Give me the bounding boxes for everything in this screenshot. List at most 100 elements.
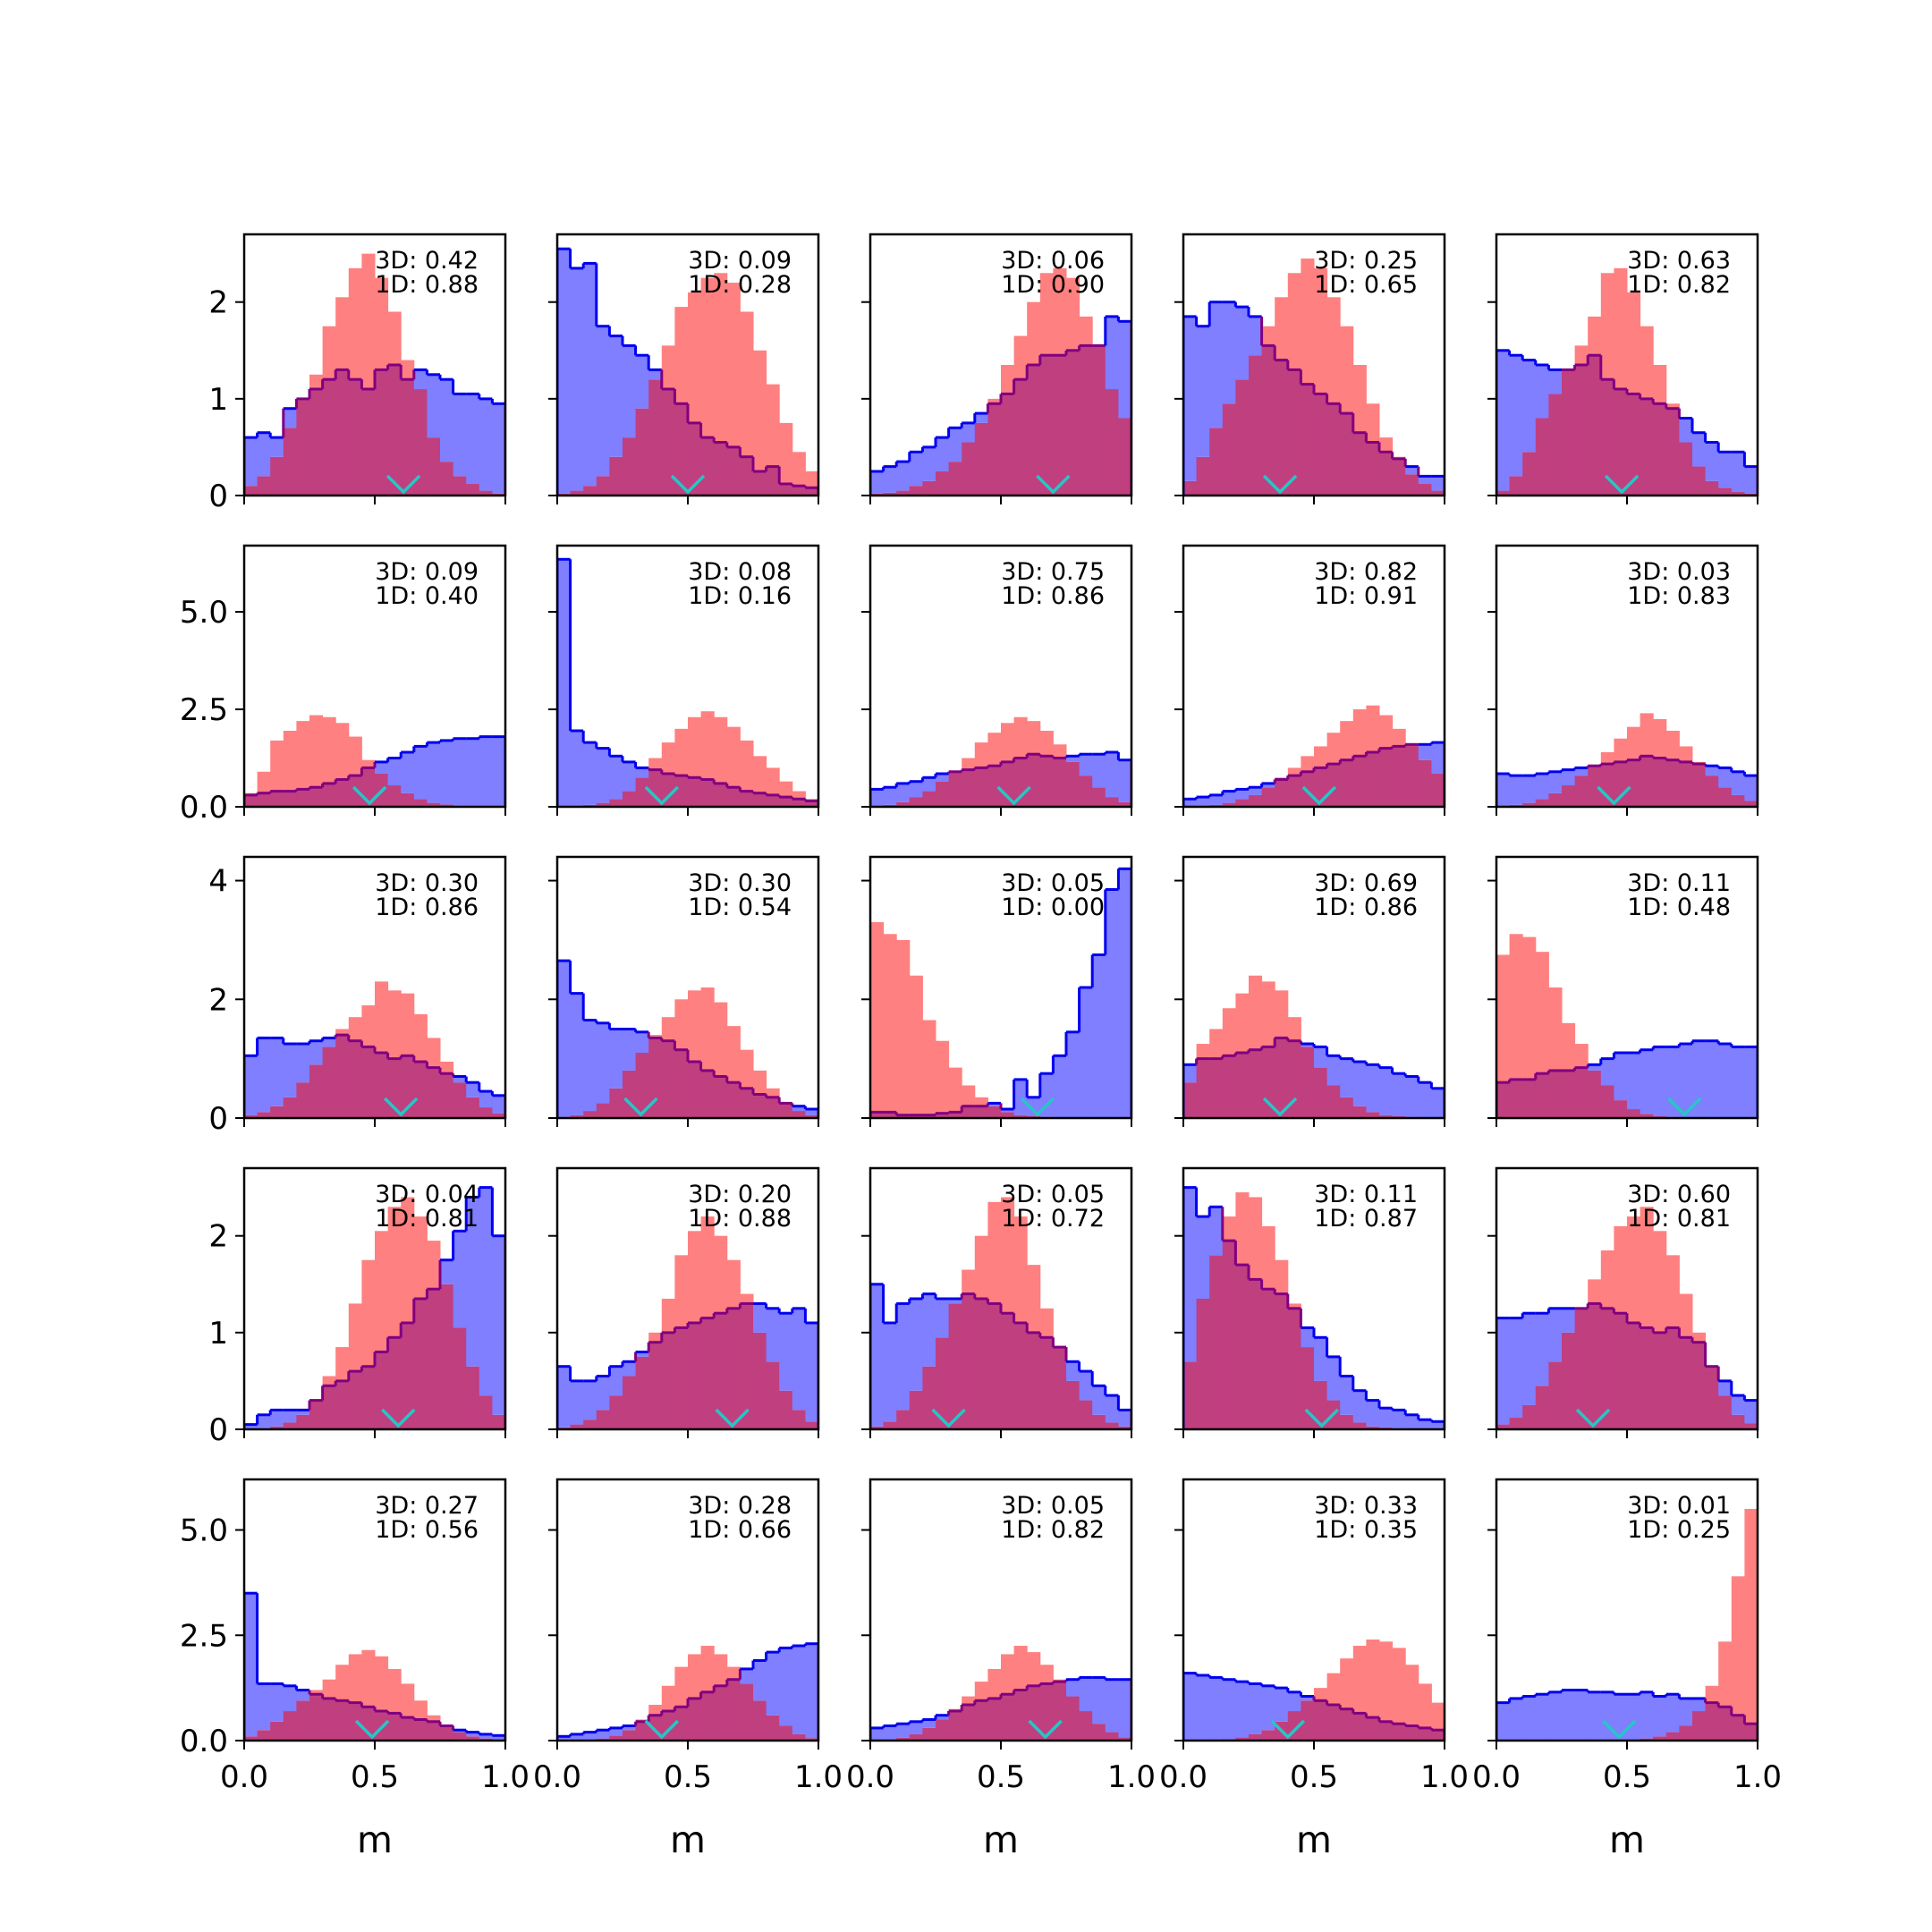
overlap-bar [413,1719,428,1741]
plot-area [870,1197,1131,1429]
overlap-bar [1379,1114,1394,1118]
overlap-bar [948,462,962,496]
overlap-bar [466,1736,480,1741]
blue-bar [1405,466,1419,475]
blue-bar [1352,1061,1367,1106]
red-bar [1665,731,1680,760]
overlap-bar [453,476,467,496]
blue-bar [870,470,885,494]
red-bar [348,736,362,776]
annotation-3d: 3D: 0.33 [1314,1492,1418,1520]
overlap-bar [1261,1289,1275,1429]
blue-bar [1640,1691,1654,1739]
blue-bar [936,1715,950,1720]
plot-area [1496,713,1758,807]
red-bar [661,1299,675,1333]
overlap-bar [1614,761,1628,807]
blue-bar [257,1038,271,1113]
blue-bar [1744,1046,1758,1118]
overlap-bar [309,389,324,496]
overlap-bar [623,791,637,807]
annotation-3d: 3D: 0.42 [375,247,479,275]
red-bar [936,1040,950,1114]
red-bar [1287,1303,1301,1309]
marker-vee [1604,474,1640,495]
overlap-bar [635,777,649,807]
overlap-bar [922,1114,936,1118]
overlap-bar [1588,766,1602,807]
red-bar [361,759,376,768]
overlap-bar [1275,1293,1289,1429]
annotation-3d: 3D: 0.30 [375,869,479,897]
overlap-bar [1431,773,1445,807]
marker-vee [354,1719,390,1740]
overlap-bar [1066,1696,1080,1741]
overlap-bar [401,1323,415,1429]
overlap-bar [635,1356,649,1429]
overlap-bar [1692,1342,1707,1429]
blue-bar [1718,452,1733,488]
overlap-bar [1418,1727,1432,1741]
marker-vee [1262,474,1298,495]
overlap-bar [466,484,480,496]
overlap-bar [779,797,793,807]
blue-bar [1352,1390,1367,1423]
overlap-bar [674,775,689,807]
overlap-bar [1249,1733,1263,1741]
red-bar [987,733,1002,767]
red-bar [1653,365,1667,404]
overlap-bar [883,1112,897,1118]
red-bar [375,1231,389,1352]
blue-bar [479,736,493,807]
blue-bar [1249,787,1263,795]
overlap-bar [401,792,415,807]
overlap-bar [948,771,962,807]
annotation-1d: 1D: 0.25 [1627,1516,1731,1544]
annotation-1d: 1D: 0.00 [1001,894,1105,921]
blue-bar [1066,1361,1080,1381]
overlap-bar [1509,1079,1523,1118]
overlap-bar [322,783,336,807]
overlap-bar [1718,787,1733,807]
annotation-1d: 1D: 0.28 [688,271,792,299]
blue-bar [896,462,911,491]
overlap-bar [1235,1265,1250,1429]
overlap-bar [726,1308,741,1429]
overlap-bar [1326,1704,1341,1741]
blue-bar [740,1668,754,1684]
blue-bar [1222,1679,1236,1740]
overlap-bar [322,1385,336,1429]
red-bar [335,1665,350,1701]
blue-bar [962,422,976,443]
overlap-bar [1379,1721,1394,1741]
overlap-bar [283,791,297,807]
blue-bar [1392,1410,1406,1428]
overlap-bar [1301,771,1315,807]
overlap-bar [1548,394,1563,496]
marker-vee [715,1408,750,1428]
y-tick-label: 1 [208,1316,228,1352]
blue-bar [870,1727,885,1741]
blue-bar [557,961,572,1117]
overlap-bar [1092,345,1106,496]
y-tick-label: 5.0 [180,595,228,631]
red-bar [726,1259,741,1309]
blue-bar [1600,1691,1614,1741]
blue-bar [453,1231,467,1328]
overlap-bar [700,437,715,496]
marker-vee [1602,1719,1637,1740]
overlap-bar [909,486,923,496]
red-bar [1053,267,1067,356]
overlap-bar [766,1097,780,1118]
overlap-bar [387,365,402,496]
blue-bar [1118,1679,1131,1738]
red-bar [1627,726,1641,760]
blue-bar [1118,321,1131,419]
overlap-bar [1222,403,1236,496]
overlap-bar [1705,480,1719,496]
overlap-bar [1392,1724,1406,1741]
red-bar [1001,1197,1015,1314]
red-bar [1013,1216,1028,1324]
red-bar [700,277,715,438]
overlap-bar [1340,413,1354,496]
